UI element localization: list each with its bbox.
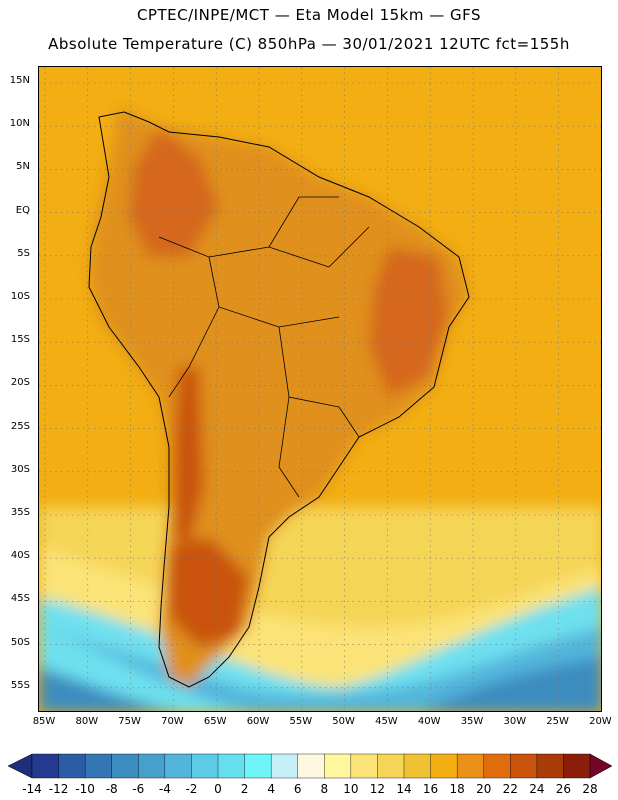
colorbar-swatch: [510, 753, 538, 779]
colorbar-tick-label: 26: [555, 782, 572, 796]
lat-tick-label: 45S: [10, 593, 30, 605]
colorbar-swatch: [456, 753, 485, 779]
colorbar-swatch: [377, 753, 405, 779]
lon-tick-label: 25W: [546, 716, 569, 727]
colorbar-swatch: [244, 753, 272, 779]
colorbar-swatch: [483, 753, 511, 779]
colorbar-swatch: [324, 753, 352, 779]
colorbar-tick-label: 0: [214, 782, 222, 796]
lat-tick-label: 20S: [10, 377, 30, 389]
country-border: [208, 256, 340, 328]
ocean-deep-blue-east: [423, 657, 601, 711]
country-border: [168, 306, 220, 398]
colorbar-swatch: [31, 753, 60, 779]
colorbar-tick-label: -10: [75, 782, 95, 796]
lon-tick-label: 80W: [75, 716, 99, 727]
lon-tick-label: 65W: [203, 716, 227, 727]
lat-tick-label: EQ: [15, 204, 30, 216]
ocean-deep-blue: [39, 667, 178, 711]
colorbar-swatch: [164, 753, 193, 779]
colorbar-swatch: [403, 753, 432, 779]
lat-tick-label: 10N: [9, 118, 30, 130]
lon-tick-label: 45W: [375, 716, 398, 727]
country-border: [278, 396, 300, 498]
lat-tick-label: 25S: [10, 420, 30, 432]
colorbar-tick-label: 14: [396, 782, 412, 796]
colorbar-tick-label: 10: [343, 782, 359, 796]
hot-region-west: [129, 127, 219, 257]
lat-tick-label: 50S: [10, 636, 30, 648]
colorbar-tick-label: 4: [267, 782, 275, 796]
colorbar: [7, 753, 613, 779]
country-border: [268, 196, 339, 248]
colorbar-tick-label: 8: [320, 782, 329, 796]
colorbar-swatch: [430, 753, 458, 779]
map-frame: [38, 66, 602, 712]
country-border: [338, 406, 360, 438]
colorbar-swatch: [270, 753, 299, 779]
andes-hot-strip: [174, 367, 204, 547]
colorbar-swatch: [84, 753, 113, 779]
colorbar-swatch: [58, 753, 86, 779]
lon-tick-label: 85W: [32, 716, 56, 727]
lat-tick-label: 15S: [10, 334, 30, 346]
colorbar-high-arrow: [589, 753, 613, 779]
colorbar-swatch: [217, 753, 246, 779]
hot-region-northeast: [369, 247, 449, 397]
colorbar-low-arrow: [7, 753, 33, 779]
lon-tick-label: 60W: [246, 716, 270, 727]
colorbar-tick-label: 16: [422, 782, 439, 796]
temperature-map: [39, 67, 601, 711]
coastline: [88, 111, 470, 688]
colorbar-tick-label: 6: [293, 782, 302, 796]
colorbar-tick-label: -2: [185, 782, 198, 796]
colorbar-tick-label: -4: [158, 782, 171, 796]
colorbar-tick-label: 24: [529, 782, 545, 796]
colorbar-swatch: [111, 753, 139, 779]
lon-tick-label: 35W: [460, 716, 484, 727]
colorbar-tick-label: -12: [48, 782, 69, 796]
colorbar-swatch: [536, 753, 565, 779]
lon-tick-label: 75W: [118, 716, 141, 727]
colorbar-swatch: [191, 753, 219, 779]
colorbar-tick-label: -6: [132, 782, 145, 796]
colorbar-tick-label: -14: [22, 782, 42, 796]
colorbar-swatch: [297, 753, 325, 779]
country-border: [158, 236, 330, 268]
lat-tick-label: 5S: [17, 247, 30, 259]
colorbar-tick-label: -8: [105, 782, 118, 796]
lat-tick-label: 35S: [10, 507, 30, 518]
lon-tick-label: 20W: [589, 716, 612, 727]
lon-tick-label: 50W: [332, 716, 355, 727]
colorbar-tick-label: 2: [240, 782, 249, 796]
lon-tick-label: 40W: [417, 716, 441, 727]
colorbar-swatch: [563, 753, 591, 779]
colorbar-tick-label: 12: [369, 782, 386, 796]
lon-tick-label: 70W: [161, 716, 184, 727]
country-border: [328, 226, 370, 268]
chart-subtitle: Absolute Temperature (C) 850hPa — 30/01/…: [48, 35, 570, 53]
hot-region-patagonia: [169, 537, 249, 647]
lon-tick-label: 55W: [289, 716, 313, 727]
colorbar-tick-label: 28: [582, 782, 598, 796]
lat-tick-label: 55S: [10, 679, 30, 691]
lat-tick-label: 5N: [16, 161, 30, 173]
ocean-blue-band: [39, 627, 601, 711]
colorbar-swatch: [350, 753, 379, 779]
colorbar-tick-label: 20: [476, 782, 492, 796]
lat-tick-label: 30S: [10, 463, 30, 475]
lon-tick-label: 30W: [503, 716, 527, 727]
lat-tick-label: 40S: [10, 550, 30, 562]
chart-title: CPTEC/INPE/MCT — Eta Model 15km — GFS: [136, 6, 482, 24]
colorbar-tick-label: 18: [449, 782, 465, 796]
lat-tick-label: 10S: [10, 291, 30, 302]
lat-tick-label: 15N: [9, 75, 30, 86]
colorbar-swatch: [138, 753, 166, 779]
colorbar-tick-label: 22: [502, 782, 518, 796]
